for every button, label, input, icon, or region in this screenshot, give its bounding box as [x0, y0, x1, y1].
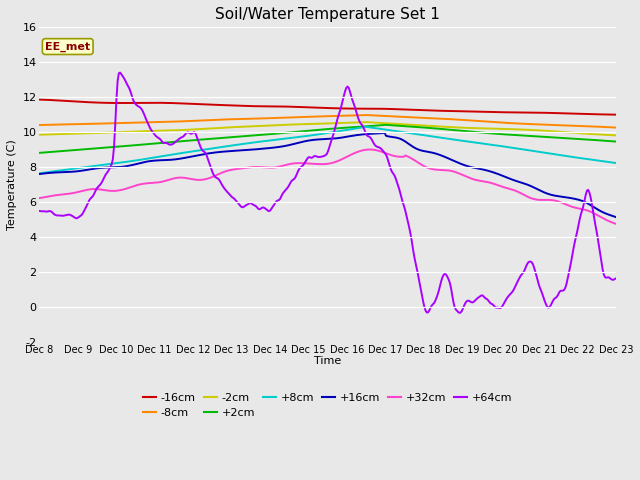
+64cm [456, 310, 463, 316]
+64cm [561, 285, 569, 291]
X-axis label: Time: Time [314, 356, 341, 366]
+16cm [381, 130, 388, 136]
Line: +16cm: +16cm [40, 133, 616, 217]
+16cm [358, 132, 365, 137]
-8cm [362, 112, 369, 118]
-2cm [387, 120, 395, 126]
-8cm [460, 117, 468, 123]
-8cm [278, 115, 286, 120]
+2cm [278, 130, 286, 136]
+2cm [215, 135, 223, 141]
+32cm [278, 163, 286, 168]
+32cm [612, 221, 620, 227]
Line: -8cm: -8cm [40, 115, 616, 128]
+2cm [381, 122, 388, 128]
+64cm [116, 70, 124, 75]
-16cm [459, 108, 467, 114]
+32cm [460, 173, 468, 179]
+64cm [280, 189, 287, 195]
+64cm [387, 166, 395, 172]
+8cm [358, 125, 365, 131]
-2cm [215, 125, 223, 131]
+8cm [278, 136, 286, 142]
Y-axis label: Temperature (C): Temperature (C) [7, 139, 17, 230]
Line: +2cm: +2cm [40, 125, 616, 153]
+16cm [387, 134, 395, 140]
+8cm [362, 124, 369, 130]
+8cm [36, 170, 44, 176]
+2cm [358, 124, 365, 130]
-8cm [560, 122, 568, 128]
+8cm [612, 160, 620, 166]
+8cm [387, 128, 395, 133]
-8cm [36, 122, 44, 128]
+16cm [215, 149, 223, 155]
-16cm [386, 106, 394, 112]
Line: -2cm: -2cm [40, 122, 616, 135]
+8cm [560, 153, 568, 159]
+2cm [387, 122, 395, 128]
+64cm [36, 208, 44, 214]
-16cm [358, 106, 365, 111]
+8cm [215, 144, 223, 150]
+32cm [367, 146, 374, 152]
+2cm [36, 150, 44, 156]
+64cm [612, 276, 620, 281]
+32cm [560, 201, 568, 206]
+64cm [216, 178, 224, 184]
-2cm [612, 132, 620, 138]
+64cm [359, 124, 367, 130]
Title: Soil/Water Temperature Set 1: Soil/Water Temperature Set 1 [215, 7, 440, 22]
-2cm [278, 122, 286, 128]
+32cm [215, 171, 223, 177]
Legend: -16cm, -8cm, -2cm, +2cm, +8cm, +16cm, +32cm, +64cm: -16cm, -8cm, -2cm, +2cm, +8cm, +16cm, +3… [139, 388, 516, 423]
-8cm [612, 125, 620, 131]
-8cm [387, 113, 395, 119]
-8cm [215, 117, 223, 122]
+16cm [278, 144, 286, 149]
Line: +64cm: +64cm [40, 72, 616, 313]
+2cm [560, 135, 568, 141]
Text: EE_met: EE_met [45, 41, 90, 52]
-16cm [215, 102, 223, 108]
Line: -16cm: -16cm [40, 99, 616, 115]
+32cm [36, 195, 44, 201]
-16cm [36, 96, 44, 102]
-8cm [358, 112, 365, 118]
+64cm [461, 300, 469, 306]
-2cm [560, 129, 568, 135]
-16cm [559, 110, 566, 116]
+32cm [387, 152, 395, 158]
-2cm [36, 132, 44, 138]
-16cm [278, 104, 286, 109]
+16cm [460, 162, 468, 168]
+32cm [358, 148, 365, 154]
-16cm [612, 112, 620, 118]
-2cm [358, 120, 365, 125]
-2cm [362, 119, 369, 125]
+16cm [560, 194, 568, 200]
Line: +8cm: +8cm [40, 127, 616, 173]
-2cm [460, 125, 468, 131]
+8cm [460, 138, 468, 144]
+2cm [460, 128, 468, 134]
Line: +32cm: +32cm [40, 149, 616, 224]
+16cm [612, 214, 620, 220]
+2cm [612, 139, 620, 144]
+16cm [36, 171, 44, 177]
